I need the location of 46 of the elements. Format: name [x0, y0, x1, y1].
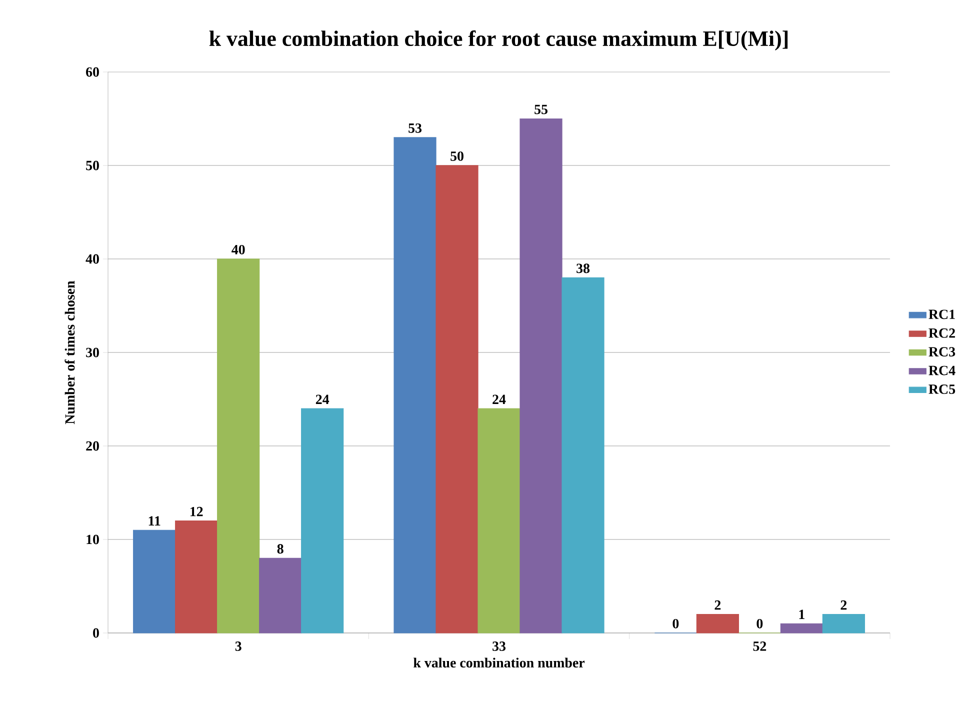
y-tick-label: 40 [86, 254, 99, 264]
bar [478, 408, 520, 634]
bar [780, 623, 823, 634]
x-tick-label: 3 [235, 642, 242, 651]
data-label: 24 [492, 394, 506, 404]
legend-label: RC1 [928, 310, 955, 320]
data-label: 50 [450, 151, 464, 161]
data-label: 40 [232, 244, 245, 254]
data-label: 0 [672, 618, 679, 628]
bar [822, 614, 865, 634]
data-label: 11 [148, 516, 160, 526]
bar [259, 558, 302, 634]
data-label: 8 [277, 544, 284, 554]
bar [133, 530, 176, 634]
legend-label: RC5 [928, 384, 956, 394]
data-label: 55 [534, 104, 548, 114]
bar [175, 520, 218, 634]
data-label: 24 [316, 394, 330, 404]
y-tick-label: 10 [86, 534, 99, 544]
x-tick-label: 33 [492, 642, 506, 651]
y-axis-title: Number of times chosen [64, 280, 75, 424]
x-axis-title: k value combination number [414, 658, 585, 668]
y-tick-label: 50 [86, 160, 99, 170]
bar [562, 277, 604, 634]
y-tick-label: 0 [93, 628, 99, 638]
data-label: 53 [408, 123, 422, 133]
bar [436, 165, 478, 634]
bar [301, 408, 344, 634]
y-tick-label: 20 [86, 441, 99, 451]
data-label: 0 [756, 618, 763, 628]
x-tick-label: 52 [753, 642, 766, 651]
data-label: 2 [840, 600, 847, 610]
y-tick-label: 60 [86, 67, 99, 77]
chart-title: k value combination choice for root cause maximum E[U(Mi)] [209, 30, 788, 50]
y-tick-label: 30 [86, 348, 99, 358]
data-label: 1 [799, 610, 804, 620]
data-label: 2 [714, 600, 721, 610]
legend-label: RC2 [928, 328, 955, 338]
bar [696, 614, 739, 634]
data-label: 12 [190, 506, 203, 516]
data-label: 38 [576, 264, 590, 274]
bar [394, 137, 436, 634]
legend-label: RC3 [928, 347, 956, 356]
bar [520, 118, 562, 634]
bar [217, 258, 260, 634]
legend-label: RC4 [928, 366, 956, 376]
